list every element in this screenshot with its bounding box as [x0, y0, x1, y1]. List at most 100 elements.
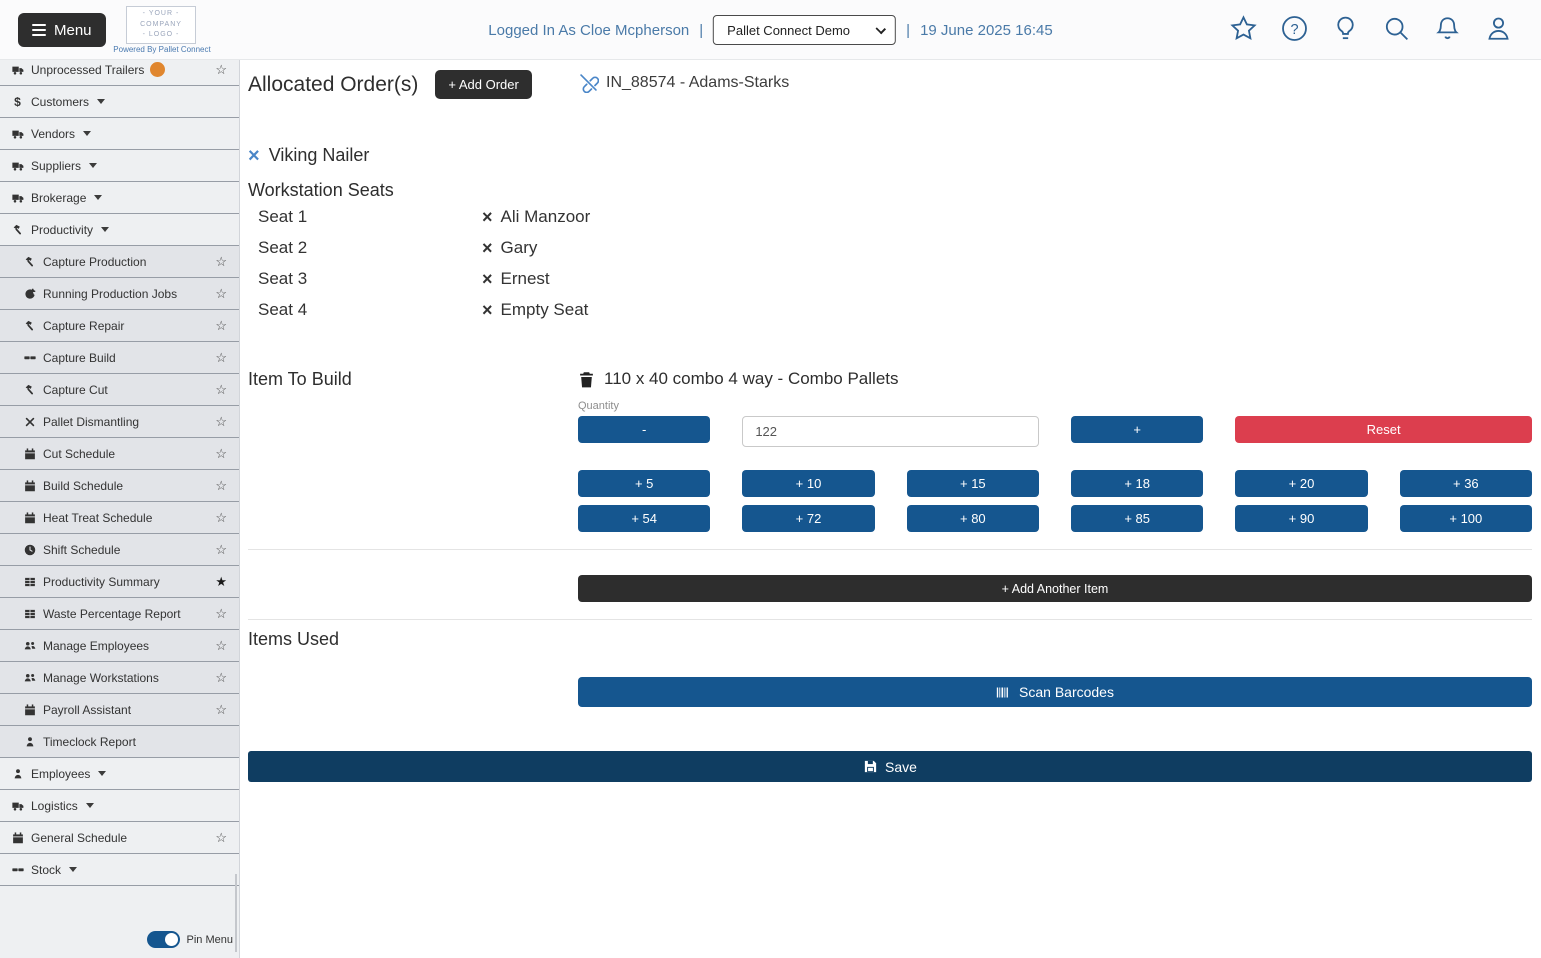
favorite-star-icon[interactable] — [215, 542, 227, 558]
sidebar-item-suppliers[interactable]: Suppliers — [0, 150, 239, 182]
sidebar-item-running-production-jobs[interactable]: Running Production Jobs — [0, 278, 239, 310]
increment-button[interactable]: + 10 — [742, 470, 875, 497]
add-order-button[interactable]: + Add Order — [435, 70, 532, 99]
quantity-label: Quantity — [578, 400, 619, 412]
favorite-star-icon[interactable] — [215, 638, 227, 654]
main-content: Allocated Order(s) + Add Order IN_88574 … — [240, 60, 1541, 958]
quantity-input[interactable] — [742, 416, 1039, 447]
lightbulb-icon[interactable] — [1331, 14, 1360, 43]
sidebar-item-shift-schedule[interactable]: Shift Schedule — [0, 534, 239, 566]
favorite-star-icon[interactable] — [215, 350, 227, 366]
sidebar-item-productivity-summary[interactable]: Productivity Summary — [0, 566, 239, 598]
sidebar-item-general-schedule[interactable]: General Schedule — [0, 822, 239, 854]
favorite-star-icon[interactable] — [215, 382, 227, 398]
increment-button[interactable]: + 100 — [1399, 505, 1532, 532]
quantity-minus-button[interactable]: - — [578, 416, 711, 443]
favorites-star-icon[interactable] — [1229, 14, 1258, 43]
favorite-star-icon[interactable] — [215, 254, 227, 270]
sidebar-item-brokerage[interactable]: Brokerage — [0, 182, 239, 214]
sidebar-item-vendors[interactable]: Vendors — [0, 118, 239, 150]
favorite-star-icon[interactable] — [215, 510, 227, 526]
sidebar-item-label: Manage Workstations — [43, 670, 159, 685]
increment-button[interactable]: + 36 — [1399, 470, 1532, 497]
favorite-star-icon[interactable] — [215, 414, 227, 430]
sidebar-item-logistics[interactable]: Logistics — [0, 790, 239, 822]
scan-barcodes-button[interactable]: Scan Barcodes — [578, 677, 1532, 707]
truck-icon — [10, 127, 25, 140]
favorite-star-icon[interactable] — [215, 318, 227, 334]
sidebar-item-label: Employees — [31, 766, 91, 781]
sidebar-item-label: Vendors — [31, 126, 76, 141]
menu-button[interactable]: Menu — [18, 13, 106, 47]
favorite-star-icon[interactable] — [215, 702, 227, 718]
favorite-star-icon[interactable] — [215, 670, 227, 686]
sidebar-item-label: Capture Repair — [43, 318, 125, 333]
increment-button[interactable]: + 90 — [1235, 505, 1368, 532]
favorite-star-icon[interactable] — [215, 478, 227, 494]
user-profile-icon[interactable] — [1484, 14, 1513, 43]
sidebar-item-cut-schedule[interactable]: Cut Schedule — [0, 438, 239, 470]
sidebar-item-stock[interactable]: Stock — [0, 854, 239, 886]
sidebar-item-waste-percentage-report[interactable]: Waste Percentage Report — [0, 598, 239, 630]
increment-button[interactable]: + 5 — [578, 470, 711, 497]
increment-button[interactable]: + 85 — [1070, 505, 1204, 532]
remove-seat-assignment-icon[interactable]: × — [482, 268, 493, 289]
trash-icon[interactable] — [578, 371, 595, 388]
sidebar-item-unprocessed-trailers[interactable]: Unprocessed Trailers — [0, 60, 239, 86]
increment-button[interactable]: + 54 — [578, 505, 711, 532]
order-link[interactable]: IN_88574 - Adams-Starks — [578, 72, 1532, 93]
sidebar-item-payroll-assistant[interactable]: Payroll Assistant — [0, 694, 239, 726]
sidebar-item-capture-production[interactable]: Capture Production — [0, 246, 239, 278]
remove-seat-assignment-icon[interactable]: × — [482, 299, 493, 320]
increment-button[interactable]: + 18 — [1070, 470, 1204, 497]
quantity-plus-button[interactable]: + — [1071, 416, 1204, 443]
sidebar-item-label: Capture Cut — [43, 382, 108, 397]
seat-row: Seat 2 × Gary — [248, 232, 1532, 263]
remove-workstation-icon[interactable]: × — [248, 144, 260, 167]
sidebar-item-pallet-dismantling[interactable]: Pallet Dismantling — [0, 406, 239, 438]
sidebar-item-productivity[interactable]: Productivity — [0, 214, 239, 246]
notifications-bell-icon[interactable] — [1433, 14, 1462, 43]
pin-menu-toggle[interactable] — [146, 931, 180, 948]
sidebar-item-label: Stock — [31, 862, 62, 877]
hammer-icon — [22, 255, 37, 268]
sidebar-item-customers[interactable]: $ Customers — [0, 86, 239, 118]
sidebar-item-manage-workstations[interactable]: Manage Workstations — [0, 662, 239, 694]
increment-button[interactable]: + 15 — [906, 470, 1039, 497]
favorite-star-icon[interactable] — [215, 286, 227, 302]
favorite-star-icon[interactable] — [215, 606, 227, 622]
increment-button[interactable]: + 72 — [742, 505, 875, 532]
scan-barcodes-label: Scan Barcodes — [1019, 684, 1114, 700]
search-icon[interactable] — [1382, 14, 1411, 43]
sidebar-scrollbar[interactable] — [235, 874, 237, 952]
sidebar-item-capture-cut[interactable]: Capture Cut — [0, 374, 239, 406]
favorite-star-icon[interactable] — [215, 574, 227, 590]
sidebar-item-label: Capture Production — [43, 254, 147, 269]
sidebar-item-employees[interactable]: Employees — [0, 758, 239, 790]
increment-button[interactable]: + 80 — [906, 505, 1039, 532]
remove-seat-assignment-icon[interactable]: × — [482, 206, 493, 227]
save-button[interactable]: Save — [248, 751, 1532, 782]
increment-button[interactable]: + 20 — [1235, 470, 1368, 497]
add-another-item-button[interactable]: + Add Another Item — [578, 575, 1532, 602]
sidebar-item-manage-employees[interactable]: Manage Employees — [0, 630, 239, 662]
quantity-reset-button[interactable]: Reset — [1235, 416, 1532, 443]
crossed-tools-icon — [22, 415, 37, 428]
unlink-icon[interactable] — [578, 72, 599, 93]
menu-button-label: Menu — [54, 21, 92, 39]
favorite-star-icon[interactable] — [215, 830, 227, 846]
section-divider — [248, 549, 1532, 550]
sidebar-item-heat-treat-schedule[interactable]: Heat Treat Schedule — [0, 502, 239, 534]
favorite-star-icon[interactable] — [215, 446, 227, 462]
sidebar-item-label: Heat Treat Schedule — [43, 510, 153, 525]
company-logo: - YOUR - COMPANY - LOGO - — [126, 6, 196, 44]
remove-seat-assignment-icon[interactable]: × — [482, 237, 493, 258]
sidebar-item-build-schedule[interactable]: Build Schedule — [0, 470, 239, 502]
sidebar-item-capture-repair[interactable]: Capture Repair — [0, 310, 239, 342]
sidebar-item-timeclock-report[interactable]: Timeclock Report — [0, 726, 239, 758]
notification-badge — [150, 62, 166, 77]
company-select[interactable]: Pallet Connect Demo — [713, 15, 897, 45]
help-icon[interactable]: ? — [1280, 14, 1309, 43]
favorite-star-icon[interactable] — [215, 62, 227, 78]
sidebar-item-capture-build[interactable]: Capture Build — [0, 342, 239, 374]
